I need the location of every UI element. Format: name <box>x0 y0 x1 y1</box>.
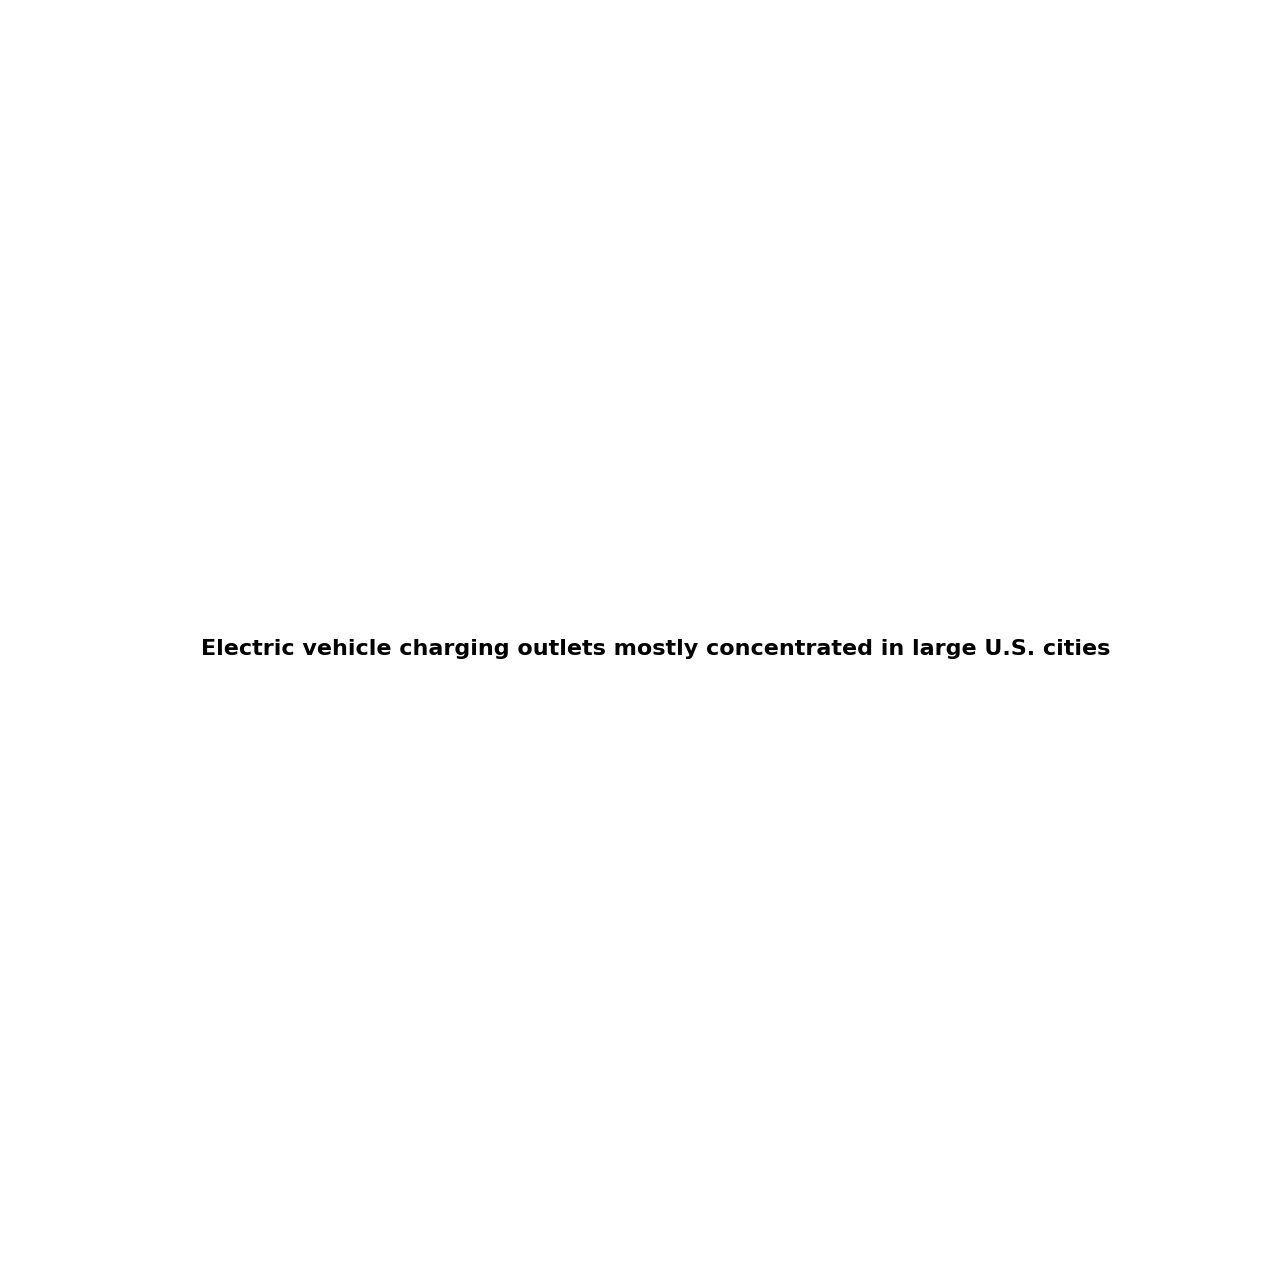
Text: Electric vehicle charging outlets mostly concentrated in large U.S. cities: Electric vehicle charging outlets mostly… <box>201 639 1111 660</box>
